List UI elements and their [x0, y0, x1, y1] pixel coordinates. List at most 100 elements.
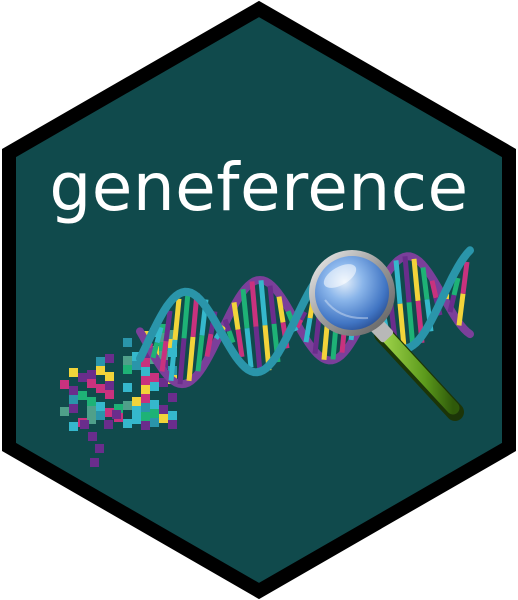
base-pair [312, 316, 322, 354]
dna-pixel [69, 386, 78, 395]
dna-pixel [132, 361, 141, 370]
base-pair [411, 258, 421, 302]
base-pair [150, 341, 160, 359]
dna-strand-teal [136, 246, 474, 377]
dna-pixel [141, 385, 150, 394]
dna-pixel [78, 391, 87, 400]
dna-pixel [69, 368, 78, 377]
dna-pixel [123, 401, 132, 410]
dna-pixel [168, 393, 177, 402]
dna-pixel [159, 414, 168, 423]
dna-pixel [105, 408, 114, 417]
dna-pixel [60, 380, 69, 389]
dna-pixel [150, 400, 159, 409]
dna-pixel [96, 357, 105, 366]
magnifier-handle [376, 325, 460, 415]
dna-pixel [141, 412, 150, 421]
dna-pixel [105, 354, 114, 363]
dna-pixel [141, 394, 150, 403]
dna-pixel [132, 406, 141, 415]
dna-pixel [69, 395, 78, 404]
base-pair [226, 330, 236, 344]
dna-pixel [132, 352, 141, 361]
dna-pixel [123, 365, 132, 374]
dna-pixel [87, 379, 96, 388]
dna-pixel [168, 420, 177, 429]
dna-pixel [69, 404, 78, 413]
dna-pixel [150, 373, 159, 382]
base-pair [451, 277, 461, 296]
base-pair [298, 310, 308, 321]
dna-pixel [159, 378, 168, 387]
base-pair [447, 294, 457, 313]
dna-pixel [123, 338, 132, 347]
base-pair [168, 339, 178, 381]
base-pair [460, 261, 470, 294]
magnifying-glass-icon [309, 250, 464, 421]
dna-pixel [69, 422, 78, 431]
base-pair [456, 293, 466, 326]
base-pair [222, 318, 232, 332]
base-pair [429, 280, 439, 299]
base-pair [181, 292, 191, 339]
dna-pixel [150, 409, 159, 418]
base-pair [420, 267, 430, 300]
dna-pixel [150, 418, 159, 427]
base-pair [163, 310, 173, 342]
dna-pixel [80, 420, 89, 429]
dna-pixel [132, 415, 141, 424]
dna-pixel [105, 381, 114, 390]
dna-pixel [123, 356, 132, 365]
dna-pixel [96, 402, 105, 411]
dna-pixel [96, 411, 105, 420]
dna-pixel [141, 403, 150, 412]
dna-pixel [88, 432, 97, 441]
dna-front-strand [136, 246, 474, 377]
base-pair [402, 256, 412, 303]
base-pair [240, 288, 250, 329]
dna-pixel [87, 370, 96, 379]
logo-title: geneference [49, 149, 468, 226]
base-pair [253, 326, 263, 373]
dna-pixel [159, 324, 168, 333]
base-pair [204, 333, 214, 357]
base-pair [303, 317, 313, 343]
dna-pixel [168, 330, 177, 339]
dna-pixel [90, 458, 99, 467]
dna-pixel [168, 411, 177, 420]
base-pair [267, 285, 277, 325]
dna-pixel [95, 444, 104, 453]
base-pair [258, 280, 268, 326]
base-pair [294, 318, 304, 329]
dna-pixel [159, 333, 168, 342]
base-pair [406, 302, 416, 349]
dna-pixel [60, 407, 69, 416]
base-pair [195, 335, 205, 372]
dna-pixel [123, 383, 132, 392]
lens-highlight [323, 264, 357, 288]
base-pair [186, 336, 196, 382]
base-pair [231, 302, 241, 331]
dna-pixel [78, 373, 87, 382]
dna-pixel [141, 376, 150, 385]
dna-pixel [132, 397, 141, 406]
base-pair [244, 327, 254, 368]
base-pair [177, 338, 187, 385]
dna-pixel [150, 382, 159, 391]
base-pair [276, 296, 286, 323]
dna-pixel [112, 410, 121, 419]
base-pair [159, 340, 169, 372]
dna-pixel [114, 404, 123, 413]
dna-pixel [96, 366, 105, 375]
base-pair [249, 281, 259, 327]
base-pair [235, 329, 245, 358]
base-pair [397, 303, 407, 348]
dna-pixel [87, 406, 96, 415]
dna-pixel [141, 367, 150, 376]
dna-pixel [141, 421, 150, 430]
dna-pixel [141, 358, 150, 367]
dna-pixel [105, 390, 114, 399]
